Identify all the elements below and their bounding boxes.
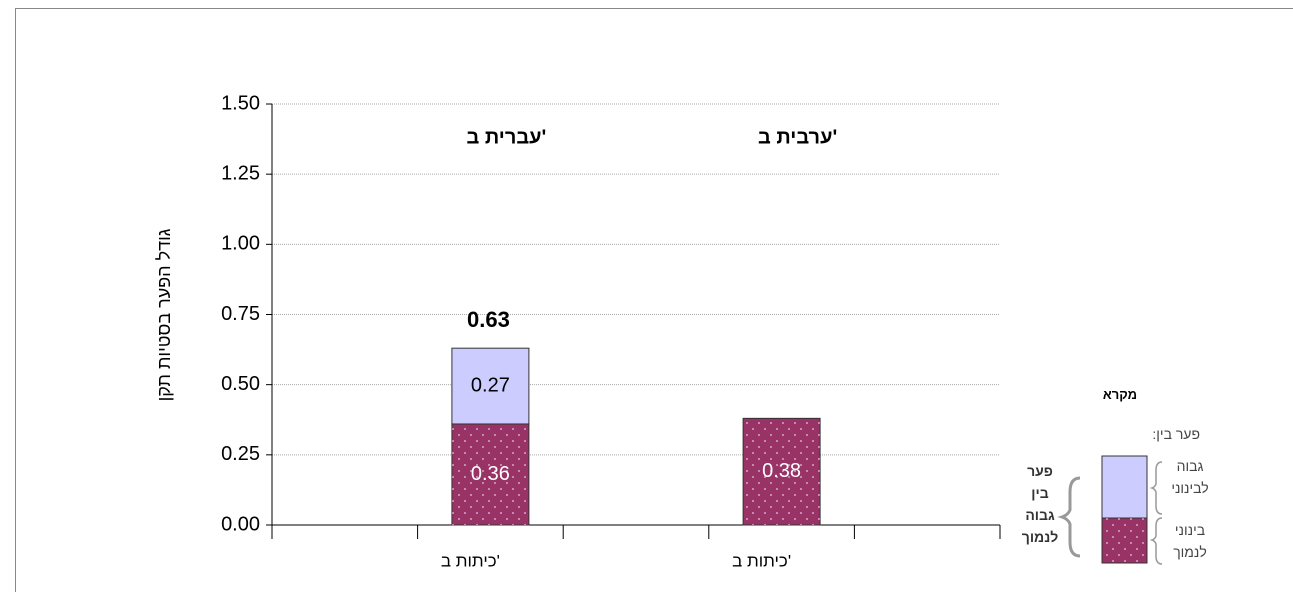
value-label: 0.36: [471, 463, 510, 485]
legend-swatch: [1101, 455, 1148, 519]
bar-texture: [743, 418, 821, 525]
x-tick-label: כיתות ב': [732, 551, 791, 570]
y-tick-label: 0.00: [221, 513, 260, 535]
y-axis-label: גודל הפער בסטיות תקן: [154, 228, 174, 401]
y-tick-label: 0.75: [221, 303, 260, 325]
y-tick-label: 1.50: [221, 92, 260, 114]
bar-texture: [451, 423, 529, 525]
legend-swatches: [1057, 455, 1163, 565]
legend-bracket-label: פער בין גבוה לנמוך: [1021, 463, 1059, 545]
bar-segment: [451, 347, 530, 425]
x-tick-label: כיתות ב': [441, 551, 500, 570]
legend-title: מקרא: [1102, 387, 1138, 402]
y-tick-label: 1.00: [221, 233, 260, 255]
value-label: 0.27: [471, 374, 510, 396]
y-tick-label: 1.25: [221, 162, 260, 184]
legend-texture: [1102, 518, 1147, 563]
y-tick-label: 0.50: [221, 373, 260, 395]
frame: [15, 8, 1293, 592]
group-label: ערבית ב': [758, 126, 837, 148]
total-label: 0.63: [467, 307, 510, 332]
legend-label: גבוה לבינוני: [1171, 458, 1209, 496]
group-label: עברית ב': [466, 126, 546, 148]
legend-label: בינוני לנמוך: [1173, 522, 1207, 560]
y-tick-label: 0.25: [221, 443, 260, 465]
legend-subtitle: פער בין:: [1152, 426, 1200, 442]
value-label: 0.38: [762, 460, 801, 482]
